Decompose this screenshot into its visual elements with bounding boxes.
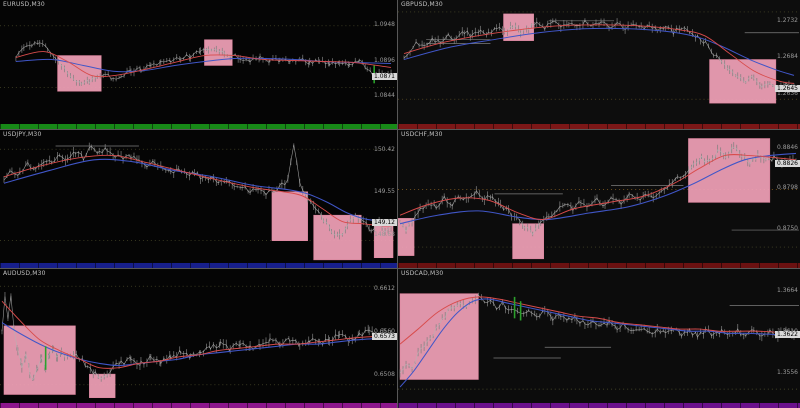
ma-fast-line (403, 24, 795, 84)
price-axis-label: 1.2732 (777, 16, 798, 24)
timeline-strip[interactable] (398, 263, 800, 268)
candlestick-plot (398, 292, 800, 390)
ma-slow-line (403, 27, 795, 76)
price-axis-label: 0.6508 (374, 370, 395, 378)
symbol-label: USDCAD,M30 (401, 270, 444, 277)
price-axis-label: 148.68 (374, 230, 395, 238)
current-price-tag: 1.2645 (775, 85, 800, 93)
current-price-tag: 1.0871 (372, 73, 397, 81)
timeline-strip[interactable] (0, 124, 397, 129)
price-axis-label: 1.3556 (777, 368, 798, 376)
symbol-label: USDCHF,M30 (401, 131, 443, 138)
price-axis-label: 1.0948 (374, 20, 395, 28)
chart-panel-usdjpy[interactable]: USDJPY,M30 150.42 149.55 148.68 149.12 (0, 130, 397, 268)
highlight-zone (3, 325, 76, 395)
current-price-tag: 1.3622 (775, 331, 800, 338)
ma-slow-line (3, 158, 392, 223)
chart-panel-usdchf[interactable]: USDCHF,M30 0.8846 0.8798 0.8750 0.8826 (398, 130, 800, 268)
candlestick-plot (0, 25, 397, 92)
timeline-strip[interactable] (398, 124, 800, 129)
price-axis-label: 150.42 (374, 145, 395, 153)
candlestick-plot (398, 138, 800, 260)
timeline-strip[interactable] (398, 403, 800, 408)
candlestick-plot (0, 285, 397, 398)
price-axis-label: 1.3664 (777, 287, 798, 295)
highlight-zone (688, 138, 771, 203)
price-axis-label: 0.6560 (374, 327, 395, 335)
highlight-zone (373, 221, 394, 259)
ma-fast-line (399, 154, 797, 220)
ma-fast-line (3, 154, 392, 227)
ma-fast-line (1, 300, 392, 369)
symbol-label: AUDUSD,M30 (3, 270, 46, 277)
timeline-strip[interactable] (0, 403, 397, 408)
price-axis-label: 0.8846 (777, 143, 798, 151)
highlight-zone (271, 191, 308, 241)
price-line (3, 144, 392, 236)
chart-panel-audusd[interactable]: AUDUSD,M30 0.6612 0.6560 0.6508 0.6573 (0, 269, 397, 408)
highlight-zone (512, 223, 544, 260)
candlestick-plot (398, 11, 800, 104)
current-price-tag: 0.8826 (775, 159, 800, 167)
ma-slow-line (1, 322, 392, 367)
price-axis-label: 0.8798 (777, 184, 798, 192)
symbol-label: EURUSD,M30 (3, 1, 45, 8)
price-line (15, 42, 392, 85)
symbol-label: GBPUSD,M30 (401, 1, 443, 8)
candlestick-plot (0, 142, 397, 261)
ma-slow-line (399, 298, 794, 388)
ma-fast-line (399, 296, 794, 345)
ma-fast-line (15, 51, 392, 78)
price-axis-label: 149.55 (374, 188, 395, 196)
price-line (1, 295, 392, 381)
highlight-zone (313, 214, 362, 261)
chart-panel-eurusd[interactable]: EURUSD,M30 1.0948 1.0896 1.0844 1.0871 (0, 0, 397, 129)
timeline-strip[interactable] (0, 263, 397, 268)
ma-slow-line (399, 152, 797, 225)
current-price-tag: 149.12 (372, 219, 397, 227)
price-axis-label: 1.0844 (374, 92, 395, 100)
highlight-zone (398, 218, 415, 256)
price-line (403, 19, 795, 89)
price-axis-label: 1.0896 (374, 56, 395, 64)
highlight-zone (89, 373, 116, 398)
chart-panel-gbpusd[interactable]: GBPUSD,M30 1.2732 1.2684 1.2636 1.2645 (398, 0, 800, 129)
current-price-tag: 0.6573 (372, 333, 397, 341)
price-axis-label: 0.6612 (374, 285, 395, 293)
price-axis-label: 1.2636 (777, 90, 798, 98)
price-axis-label: 0.8750 (777, 224, 798, 232)
highlight-zone (399, 293, 479, 380)
symbol-label: USDJPY,M30 (3, 131, 42, 138)
price-axis-label: 1.2684 (777, 52, 798, 60)
